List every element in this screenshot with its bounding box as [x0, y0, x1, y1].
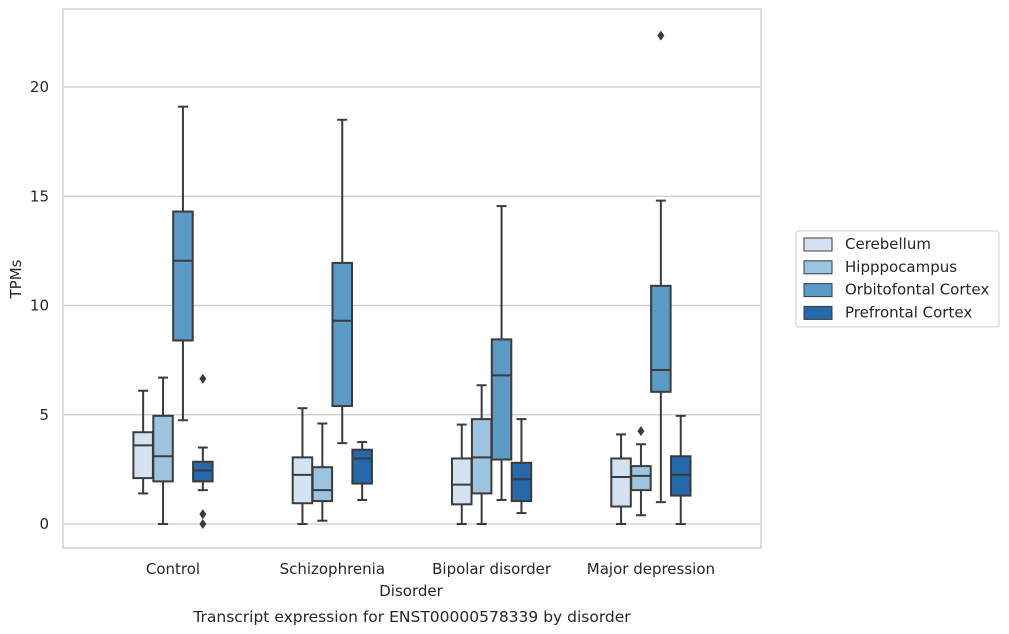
box-group — [192, 373, 214, 529]
y-tick-label: 10 — [30, 297, 49, 315]
box — [311, 466, 334, 503]
legend-frame — [795, 230, 1000, 328]
box — [470, 418, 493, 495]
box — [192, 460, 214, 483]
x-tick-label: Schizophrenia — [280, 560, 385, 578]
y-tick-label: 5 — [39, 406, 49, 424]
legend: Cerebellum Hipppocampus Orbitofontal Corte… — [795, 230, 1000, 328]
box-group — [451, 423, 473, 525]
outlier-point — [637, 426, 645, 437]
legend-label: Hipppocampus — [845, 258, 957, 276]
box — [132, 431, 154, 480]
box — [670, 455, 692, 497]
box — [451, 457, 473, 506]
legend-swatch — [803, 305, 833, 320]
legend-swatch — [803, 237, 833, 252]
box — [630, 465, 652, 492]
y-axis-ticks: 0 5 10 15 20 — [30, 78, 49, 533]
plot-area-frame — [62, 8, 762, 549]
y-tick-label: 20 — [30, 78, 49, 96]
chart-caption: Transcript expression for ENST0000057833… — [192, 608, 631, 626]
outlier-point — [657, 30, 665, 41]
legend-swatch — [803, 260, 833, 275]
legend-label: Orbitofontal Cortex — [845, 281, 989, 299]
box-group — [510, 418, 533, 515]
outlier-point — [199, 373, 207, 384]
box-group — [490, 205, 513, 501]
box-group — [132, 389, 154, 495]
box-group — [470, 384, 493, 525]
box — [510, 461, 533, 503]
box-group — [650, 30, 672, 504]
y-tick-label: 0 — [39, 515, 49, 533]
box — [331, 261, 353, 408]
box-group — [670, 414, 692, 525]
box — [172, 210, 194, 342]
box-group — [311, 422, 334, 522]
box-group — [331, 118, 353, 445]
outlier-point — [199, 519, 207, 529]
box-group — [152, 376, 174, 525]
legend-swatch — [803, 283, 833, 298]
box — [650, 284, 672, 393]
box — [351, 448, 373, 485]
x-axis-ticks: Control Schizophrenia Bipolar disorder Majo… — [146, 560, 715, 578]
box — [610, 457, 632, 508]
box — [490, 338, 513, 461]
outlier-point — [199, 509, 207, 520]
box-group — [351, 441, 373, 501]
legend-label: Cerebellum — [845, 235, 931, 253]
box-group — [172, 105, 194, 422]
box-group — [630, 426, 652, 517]
x-tick-label: Major depression — [587, 560, 715, 578]
x-axis-title: Disorder — [379, 582, 443, 600]
box-group — [610, 433, 632, 525]
x-tick-label: Bipolar disorder — [432, 560, 552, 578]
box — [152, 414, 174, 483]
x-tick-label: Control — [146, 560, 200, 578]
y-axis-title: TPMs — [7, 259, 25, 299]
y-tick-label: 15 — [30, 187, 49, 205]
box-group — [291, 407, 314, 525]
boxes — [132, 30, 692, 529]
legend-label: Prefrontal Cortex — [845, 303, 972, 321]
box — [291, 456, 314, 505]
